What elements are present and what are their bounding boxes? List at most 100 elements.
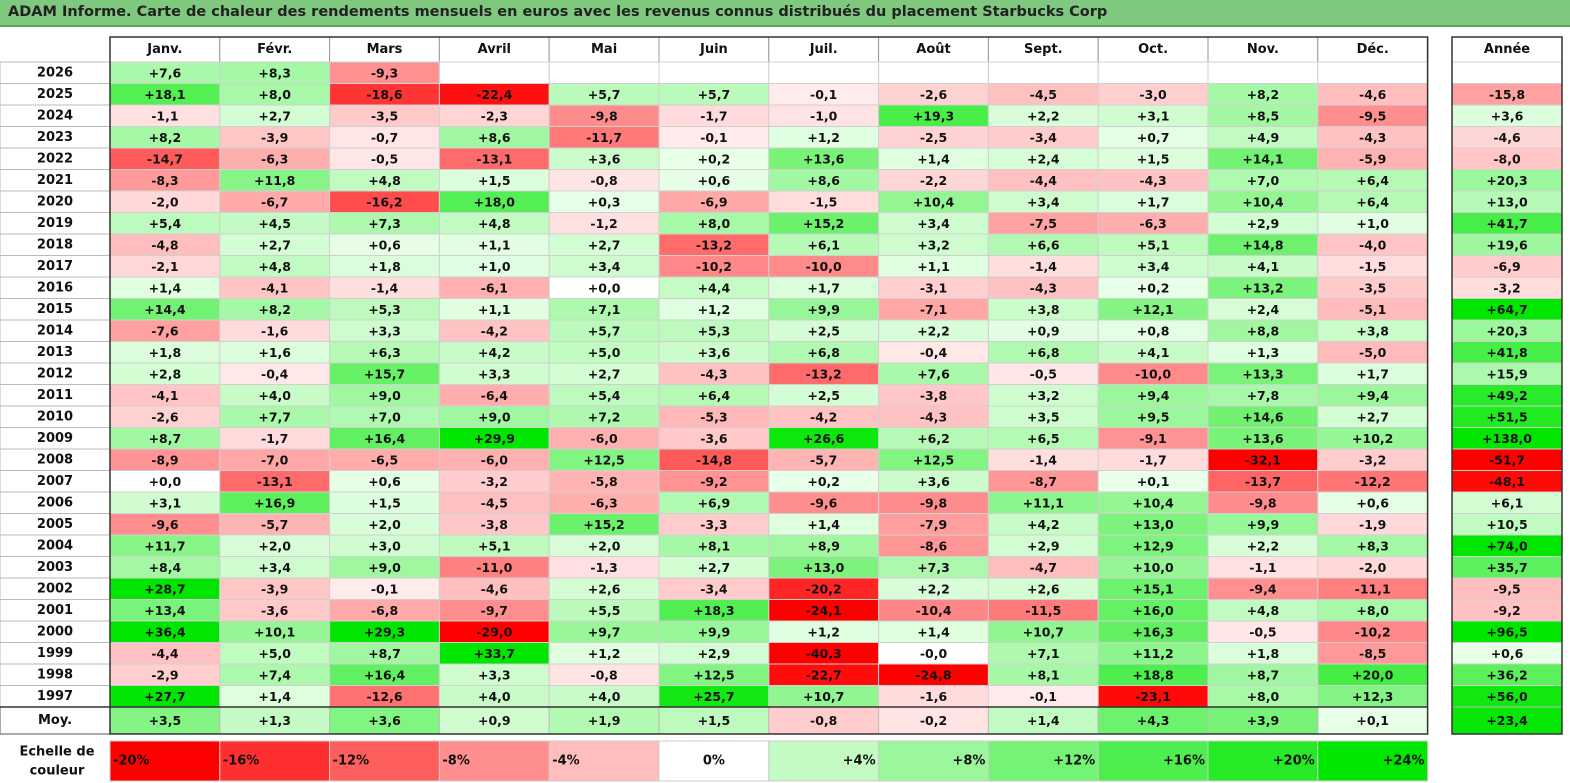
- heatmap-cell-value: +15,1: [1132, 581, 1173, 596]
- heatmap-cell-value: +1,0: [1356, 216, 1389, 231]
- heatmap-cell-value: -11,7: [586, 130, 622, 145]
- scale-title-line: Echelle de: [19, 745, 94, 760]
- scale-swatch-label: -16%: [223, 754, 260, 769]
- heatmap-cell-value: -1,1: [151, 108, 178, 123]
- heatmap-cell-value: +6,2: [917, 431, 950, 446]
- heatmap-cell: [438, 61, 550, 84]
- heatmap-cell-value: +5,3: [368, 302, 401, 317]
- average-cell-value: +3,6: [368, 713, 401, 728]
- heatmap-cell-value: +15,2: [583, 517, 624, 532]
- scale-swatch: [548, 740, 660, 782]
- year-total-value: +96,5: [1486, 624, 1527, 639]
- heatmap-cell-value: +16,0: [1132, 603, 1174, 618]
- heatmap-cell-value: -9,7: [481, 603, 508, 618]
- heatmap-cell-value: +19,3: [913, 108, 954, 123]
- heatmap-cell-value: -11,0: [476, 560, 512, 575]
- heatmap-cell-value: +1,1: [478, 302, 511, 317]
- average-cell-value: +1,9: [588, 713, 621, 728]
- average-cell-value: +3,5: [149, 713, 182, 728]
- scale-title-line: couleur: [30, 764, 85, 779]
- scale-swatch-label: +24%: [1383, 754, 1425, 769]
- heatmap-cell-value: +0,9: [1027, 323, 1060, 338]
- heatmap-cell-value: -5,3: [700, 409, 727, 424]
- heatmap-cell-value: -1,7: [261, 431, 288, 446]
- heatmap-cell-value: -2,3: [481, 108, 508, 123]
- heatmap-cell-value: +2,2: [917, 581, 950, 596]
- year-label: 2019: [37, 216, 73, 231]
- year-label: 2000: [37, 624, 73, 639]
- scale-swatch-label: -20%: [113, 754, 150, 769]
- heatmap-cell-value: -1,2: [590, 216, 617, 231]
- heatmap-cell-value: +4,0: [258, 388, 291, 403]
- year-total-value: +3,6: [1491, 108, 1524, 123]
- heatmap-cell-value: +2,0: [258, 538, 291, 553]
- year-label: 2005: [37, 517, 73, 532]
- heatmap-cell-value: +9,0: [478, 409, 511, 424]
- heatmap-cell-value: -13,7: [1245, 474, 1281, 489]
- average-cell-value: +4,3: [1137, 713, 1170, 728]
- heatmap-cell-value: +6,8: [1027, 345, 1060, 360]
- heatmap-cell-value: +16,4: [364, 431, 406, 446]
- heatmap-cell-value: -0,8: [590, 667, 617, 682]
- average-cell: [109, 706, 221, 735]
- heatmap-cell-value: -22,4: [476, 87, 512, 102]
- heatmap-cell-value: +7,1: [1027, 646, 1060, 661]
- heatmap-cell-value: +1,2: [807, 624, 840, 639]
- average-cell: [329, 706, 440, 735]
- scale-swatch: [329, 740, 440, 782]
- year-total-value: +41,8: [1486, 345, 1527, 360]
- heatmap-cell-value: -0,1: [371, 581, 398, 596]
- heatmap-cell-value: +1,1: [478, 237, 511, 252]
- heatmap-cell-value: +6,3: [368, 345, 401, 360]
- heatmap-cell: [548, 61, 660, 84]
- heatmap-cell-value: +12,5: [693, 667, 734, 682]
- heatmap-cell-value: -40,3: [806, 646, 842, 661]
- heatmap-cell-value: +4,5: [258, 216, 291, 231]
- heatmap-cell-value: +0,2: [698, 151, 731, 166]
- heatmap-cell-value: -7,5: [1030, 216, 1057, 231]
- heatmap-cell: [658, 61, 770, 84]
- heatmap-cell-value: +2,5: [807, 323, 840, 338]
- heatmap-cell-value: +8,1: [1027, 667, 1060, 682]
- heatmap-cell-value: -2,1: [151, 259, 178, 274]
- heatmap-cell-value: +4,8: [258, 259, 291, 274]
- heatmap-cell-value: -4,3: [920, 409, 947, 424]
- heatmap-cell-value: +2,7: [258, 237, 291, 252]
- heatmap-cell-value: +3,4: [917, 216, 950, 231]
- heatmap-cell-value: -6,7: [261, 194, 288, 209]
- heatmap-cell-value: -7,1: [920, 302, 947, 317]
- heatmap-cell-value: -14,8: [696, 452, 732, 467]
- grid-border: [109, 36, 1429, 735]
- title-bar: ADAM Informe. Carte de chaleur des rende…: [0, 0, 1570, 27]
- year-total-value: -9,2: [1493, 603, 1520, 618]
- average-cell-value: -0,2: [920, 713, 947, 728]
- heatmap-cell-value: +8,6: [478, 130, 511, 145]
- heatmap-cell-value: -4,1: [151, 388, 178, 403]
- heatmap-cell-value: +1,2: [807, 130, 840, 145]
- heatmap-cell-value: -10,2: [696, 259, 732, 274]
- heatmap-cell-value: +0,6: [368, 474, 401, 489]
- heatmap-cell-value: -4,2: [481, 323, 508, 338]
- heatmap-cell-value: +8,2: [258, 302, 291, 317]
- year-total-value: +13,0: [1486, 194, 1528, 209]
- heatmap-cell-value: +6,8: [807, 345, 840, 360]
- heatmap-cell-value: +11,1: [1023, 495, 1064, 510]
- heatmap-cell: [1207, 61, 1319, 84]
- heatmap-cell-value: +10,2: [1352, 431, 1393, 446]
- year-label: 2014: [37, 323, 73, 338]
- heatmap-cell-value: +15,2: [803, 216, 844, 231]
- heatmap-cell-value: -1,6: [920, 689, 948, 704]
- year-total-value: +138,0: [1482, 431, 1532, 446]
- heatmap-cell-value: +0,1: [1137, 474, 1170, 489]
- year-total-value: -15,8: [1489, 87, 1525, 102]
- heatmap-cell-value: -13,2: [806, 366, 842, 381]
- heatmap-cell-value: -13,2: [696, 237, 732, 252]
- heatmap-cell-value: -5,1: [1359, 302, 1386, 317]
- heatmap-cell-value: +7,0: [1247, 173, 1280, 188]
- heatmap-cell-value: -2,5: [920, 130, 947, 145]
- year-total-value: +36,2: [1486, 667, 1527, 682]
- heatmap-cell: [768, 61, 880, 84]
- heatmap-cell-value: -7,6: [151, 323, 179, 338]
- heatmap-cell-value: +3,5: [1027, 409, 1060, 424]
- heatmap-cell-value: +9,9: [1247, 517, 1280, 532]
